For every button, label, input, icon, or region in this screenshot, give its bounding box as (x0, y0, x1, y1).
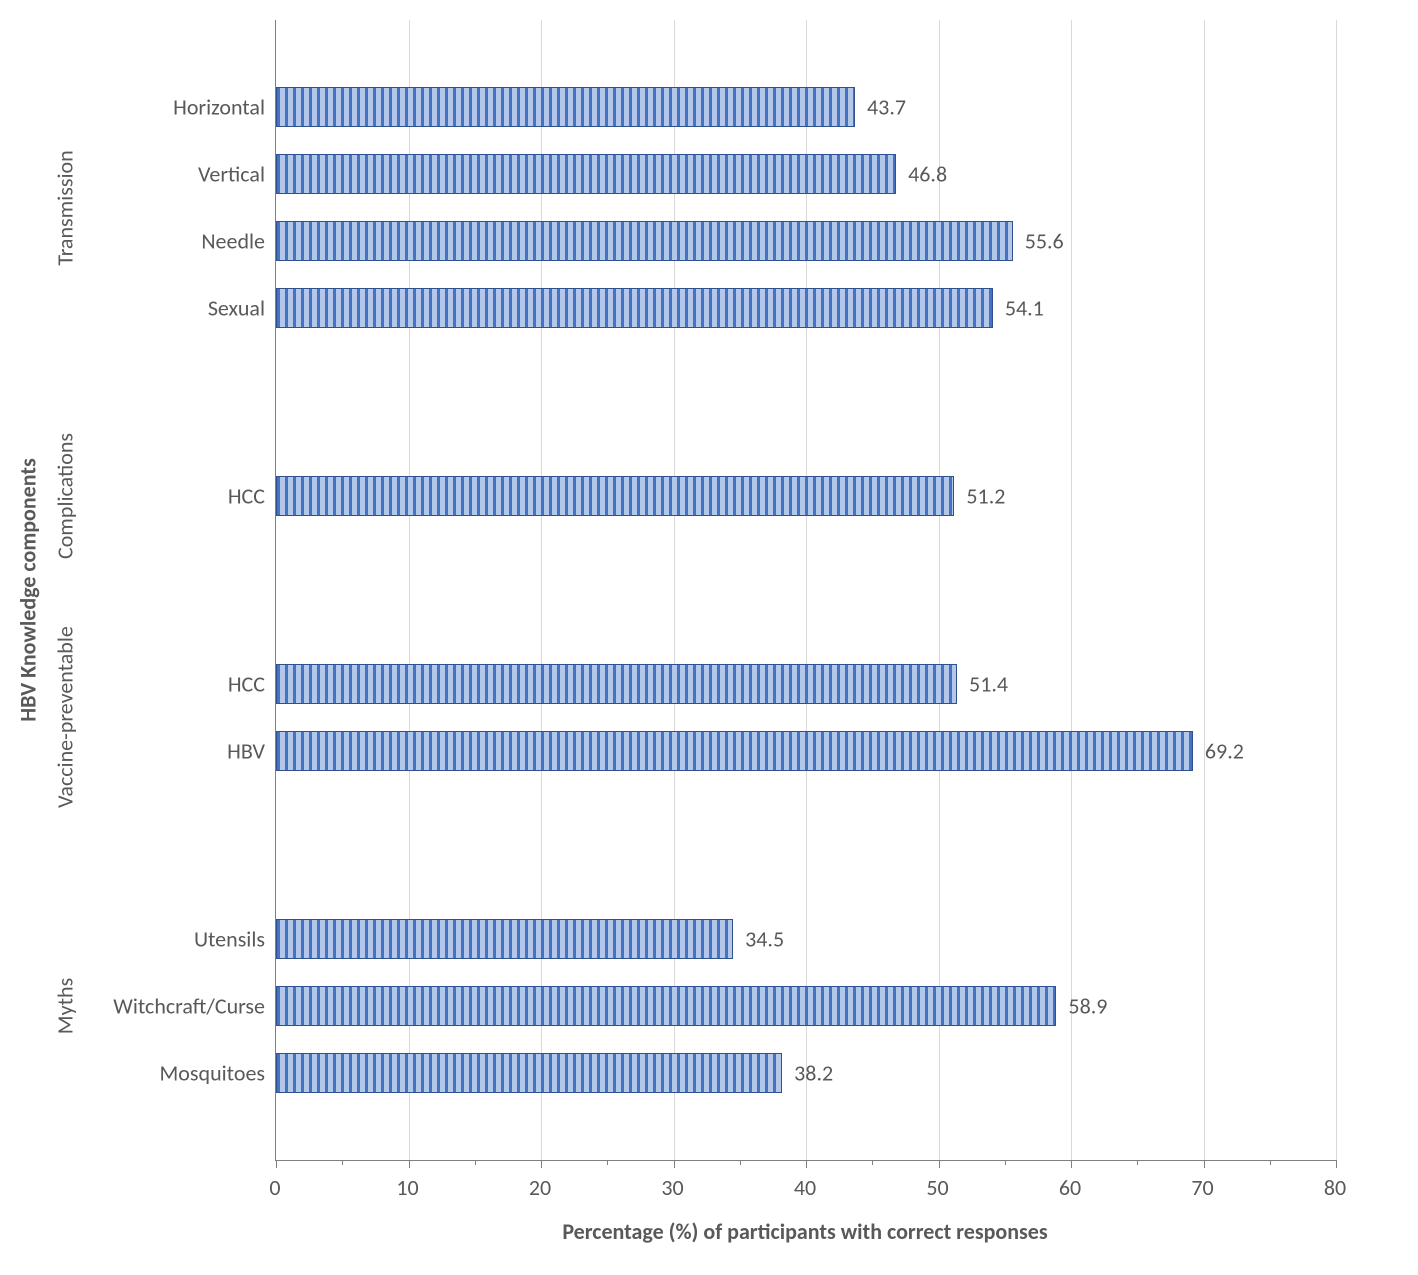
bar (276, 221, 1013, 261)
y-axis-title: HBV Knowledge components (15, 458, 42, 721)
bar-stripe-fill (277, 732, 1192, 770)
bar (276, 476, 954, 516)
bar-category-label: Needle (201, 228, 275, 255)
minor-tick (342, 1160, 343, 1165)
x-tick-label: 50 (926, 1174, 948, 1201)
bar (276, 919, 733, 959)
major-tick (541, 1160, 542, 1168)
minor-tick (607, 1160, 608, 1165)
bar-stripe-fill (277, 289, 992, 327)
bar-value-label: 54.1 (993, 295, 1044, 322)
group-label: Vaccine-preventable (52, 627, 79, 809)
x-tick-label: 10 (396, 1174, 418, 1201)
gridline (1071, 20, 1072, 1160)
bar-stripe-fill (277, 477, 953, 515)
bar-value-label: 38.2 (782, 1059, 833, 1086)
major-tick (276, 1160, 277, 1168)
x-tick-label: 20 (529, 1174, 551, 1201)
x-tick-label: 80 (1324, 1174, 1346, 1201)
bar-value-label: 43.7 (855, 94, 906, 121)
bar-value-label: 58.9 (1056, 992, 1107, 1019)
bar-stripe-fill (277, 222, 1012, 260)
x-tick-label: 40 (794, 1174, 816, 1201)
bar-category-label: Mosquitoes (160, 1059, 276, 1086)
bar-row: 34.5 (276, 919, 733, 959)
major-tick (674, 1160, 675, 1168)
bar-stripe-fill (277, 920, 732, 958)
bar-value-label: 34.5 (733, 925, 784, 952)
x-axis-title: Percentage (%) of participants with corr… (562, 1218, 1047, 1245)
bar (276, 154, 896, 194)
bar-category-label: HCC (228, 670, 275, 697)
minor-tick (1005, 1160, 1006, 1165)
bar (276, 986, 1056, 1026)
bar-category-label: Witchcraft/Curse (113, 992, 275, 1019)
bar-value-label: 55.6 (1013, 228, 1064, 255)
bar-row: 69.2 (276, 731, 1193, 771)
bar-row: 54.1 (276, 288, 993, 328)
bar-value-label: 51.4 (957, 670, 1008, 697)
major-tick (1204, 1160, 1205, 1168)
major-tick (806, 1160, 807, 1168)
group-label: Myths (52, 978, 79, 1034)
major-tick (1071, 1160, 1072, 1168)
bar (276, 1053, 782, 1093)
x-tick-label: 70 (1191, 1174, 1213, 1201)
bar-row: 55.6 (276, 221, 1013, 261)
bar-category-label: Vertical (198, 161, 275, 188)
group-label: Complications (52, 433, 79, 559)
major-tick (1336, 1160, 1337, 1168)
bar-stripe-fill (277, 987, 1055, 1025)
bar (276, 87, 855, 127)
bar-stripe-fill (277, 665, 956, 703)
bar (276, 664, 957, 704)
bar-stripe-fill (277, 155, 895, 193)
bar-category-label: Horizontal (173, 94, 275, 121)
minor-tick (1270, 1160, 1271, 1165)
bar-value-label: 51.2 (954, 483, 1005, 510)
bar-stripe-fill (277, 88, 854, 126)
plot-area: 43.7 46.8 55.6 54.1 51.2 51.4 69.2 34.5 58.9 38.2 (275, 20, 1336, 1161)
major-tick (409, 1160, 410, 1168)
gridline (1204, 20, 1205, 1160)
bar-row: 43.7 (276, 87, 855, 127)
bar (276, 731, 1193, 771)
bar-stripe-fill (277, 1054, 781, 1092)
minor-tick (1137, 1160, 1138, 1165)
group-label: Transmission (52, 150, 79, 265)
bar-row: 58.9 (276, 986, 1056, 1026)
major-tick (939, 1160, 940, 1168)
gridline (1336, 20, 1337, 1160)
bar-row: 51.4 (276, 664, 957, 704)
bar-value-label: 69.2 (1193, 737, 1244, 764)
bar-row: 38.2 (276, 1053, 782, 1093)
bar-value-label: 46.8 (896, 161, 947, 188)
bar-category-label: Utensils (194, 925, 275, 952)
minor-tick (872, 1160, 873, 1165)
minor-tick (740, 1160, 741, 1165)
hbv-knowledge-bar-chart: 43.7 46.8 55.6 54.1 51.2 51.4 69.2 34.5 58.9 38.2… (0, 0, 1418, 1275)
bar-row: 51.2 (276, 476, 954, 516)
x-tick-label: 30 (661, 1174, 683, 1201)
minor-tick (475, 1160, 476, 1165)
bar-category-label: Sexual (208, 295, 275, 322)
bar (276, 288, 993, 328)
bar-category-label: HCC (228, 483, 275, 510)
x-tick-label: 60 (1059, 1174, 1081, 1201)
bar-row: 46.8 (276, 154, 896, 194)
bar-category-label: HBV (227, 737, 275, 764)
x-tick-label: 0 (269, 1174, 280, 1201)
